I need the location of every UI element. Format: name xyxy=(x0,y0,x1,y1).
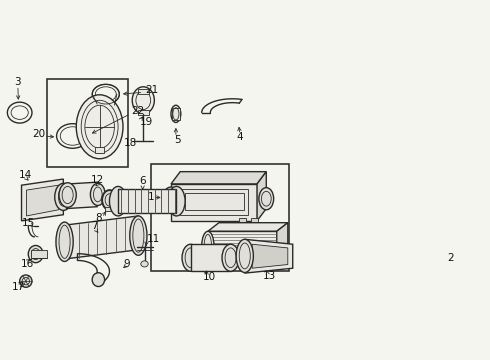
Text: 20: 20 xyxy=(32,129,45,139)
Ellipse shape xyxy=(76,95,123,159)
Text: 5: 5 xyxy=(174,135,181,145)
Text: 15: 15 xyxy=(22,218,35,228)
Ellipse shape xyxy=(259,188,274,210)
Bar xyxy=(208,231,277,261)
Bar xyxy=(96,147,104,153)
Text: 19: 19 xyxy=(140,117,153,127)
Text: 22: 22 xyxy=(131,107,144,116)
Text: 2: 2 xyxy=(448,253,454,263)
Text: 11: 11 xyxy=(147,234,160,244)
Ellipse shape xyxy=(171,105,181,122)
Polygon shape xyxy=(208,223,288,231)
Ellipse shape xyxy=(56,222,73,261)
Ellipse shape xyxy=(28,246,43,263)
Polygon shape xyxy=(257,172,266,221)
Text: 10: 10 xyxy=(203,273,216,283)
Ellipse shape xyxy=(102,190,117,210)
Bar xyxy=(239,218,246,223)
Bar xyxy=(118,189,176,213)
Text: 13: 13 xyxy=(263,271,276,281)
Text: 6: 6 xyxy=(139,176,146,186)
Polygon shape xyxy=(171,184,257,221)
Ellipse shape xyxy=(162,187,179,212)
Ellipse shape xyxy=(55,183,72,210)
Text: 16: 16 xyxy=(21,259,34,269)
Text: 12: 12 xyxy=(91,175,104,185)
Ellipse shape xyxy=(109,186,127,216)
Ellipse shape xyxy=(92,84,119,104)
Ellipse shape xyxy=(132,87,154,114)
Polygon shape xyxy=(245,239,293,273)
Text: 17: 17 xyxy=(12,282,25,292)
Ellipse shape xyxy=(130,216,147,255)
Text: 14: 14 xyxy=(19,170,32,180)
Bar xyxy=(180,189,248,215)
Ellipse shape xyxy=(20,275,32,287)
Polygon shape xyxy=(26,185,58,216)
Text: 8: 8 xyxy=(96,213,102,224)
Ellipse shape xyxy=(141,261,148,267)
Polygon shape xyxy=(65,216,138,259)
Text: 3: 3 xyxy=(14,77,21,87)
Text: 4: 4 xyxy=(236,132,243,142)
Text: 7: 7 xyxy=(91,221,98,231)
Text: 9: 9 xyxy=(123,259,130,269)
Polygon shape xyxy=(171,172,266,184)
Bar xyxy=(251,218,258,223)
Ellipse shape xyxy=(90,183,105,206)
Text: 21: 21 xyxy=(145,85,158,95)
Bar xyxy=(31,250,47,258)
Ellipse shape xyxy=(168,186,185,216)
Bar xyxy=(150,164,289,271)
Bar xyxy=(191,244,231,271)
Polygon shape xyxy=(252,244,288,268)
Bar xyxy=(138,110,149,115)
Polygon shape xyxy=(67,182,98,208)
Polygon shape xyxy=(22,179,63,221)
Bar xyxy=(47,80,128,167)
Ellipse shape xyxy=(92,273,104,287)
Polygon shape xyxy=(277,223,288,261)
Ellipse shape xyxy=(182,244,199,271)
Ellipse shape xyxy=(202,231,214,261)
Text: 18: 18 xyxy=(124,138,138,148)
Bar xyxy=(172,108,179,120)
Bar xyxy=(105,207,114,211)
Ellipse shape xyxy=(236,239,253,273)
Ellipse shape xyxy=(7,102,32,123)
Bar xyxy=(138,89,149,94)
Text: 1: 1 xyxy=(148,193,155,202)
Ellipse shape xyxy=(56,124,89,148)
Ellipse shape xyxy=(59,183,76,207)
Ellipse shape xyxy=(222,244,239,271)
Bar xyxy=(185,193,244,210)
